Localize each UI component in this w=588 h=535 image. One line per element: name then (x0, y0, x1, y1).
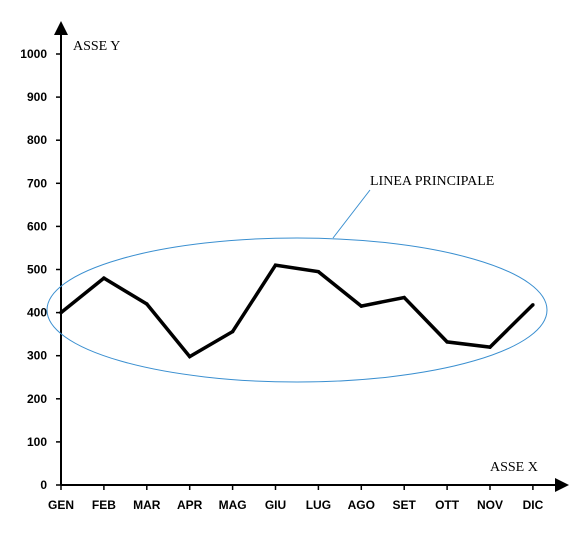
y-tick-label: 1000 (20, 47, 47, 61)
y-tick-label: 900 (27, 90, 47, 104)
annotation-label: LINEA PRINCIPALE (370, 174, 494, 189)
data-point (59, 310, 63, 315)
x-tick-label: LUG (306, 498, 331, 512)
data-point (316, 269, 321, 274)
y-tick-label: 200 (27, 392, 47, 406)
x-tick-label: AGO (348, 498, 375, 512)
y-axis-title: ASSE Y (73, 39, 120, 54)
y-tick-label: 600 (27, 219, 47, 233)
data-point (359, 304, 363, 308)
data-point (102, 276, 106, 280)
data-point (230, 329, 235, 334)
data-point (445, 340, 449, 344)
series-line (59, 263, 535, 359)
y-tick-label: 100 (27, 435, 47, 449)
annotation-leader-line (332, 189, 371, 239)
data-point (531, 303, 535, 307)
x-tick-label: SET (393, 498, 417, 512)
x-tick-label: OTT (435, 498, 460, 512)
data-point (145, 302, 149, 306)
annotation-ellipse (46, 237, 548, 383)
x-axis-ticks: GEN FEB MAR APR MAG GIU LUG AGO SET OTT NOV DIC (48, 485, 544, 512)
x-tick-label: FEB (92, 498, 116, 512)
x-tick-label: NOV (477, 498, 503, 512)
x-tick-label: GIU (265, 498, 286, 512)
x-tick-label: MAR (133, 498, 161, 512)
data-point (488, 345, 492, 349)
y-tick-label: 500 (27, 263, 47, 277)
x-tick-label: APR (177, 498, 203, 512)
data-point (188, 354, 192, 359)
x-tick-label: GEN (48, 498, 74, 512)
data-point (273, 263, 278, 267)
y-axis-ticks: 0 100 200 300 400 500 600 700 800 900 1000 (20, 47, 61, 492)
series-points (59, 263, 535, 359)
x-tick-label: DIC (523, 498, 544, 512)
data-point (402, 295, 406, 300)
x-tick-label: MAG (219, 498, 247, 512)
y-tick-label: 300 (27, 349, 47, 363)
y-tick-label: 400 (27, 306, 47, 320)
y-tick-label: 700 (27, 176, 47, 190)
y-tick-label: 800 (27, 133, 47, 147)
x-axis-title: ASSE X (490, 460, 538, 475)
y-tick-label: 0 (40, 478, 47, 492)
